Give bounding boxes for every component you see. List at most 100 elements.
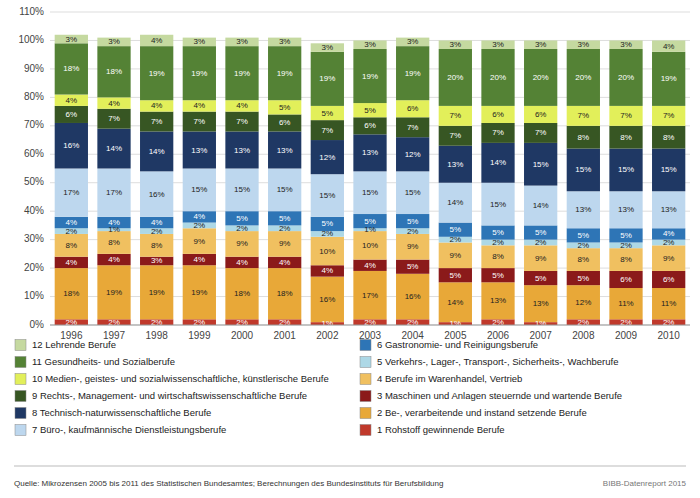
data-label: 3%	[322, 43, 334, 52]
data-label: 9%	[535, 254, 547, 263]
data-label: 19%	[191, 288, 207, 297]
bar-segment	[396, 171, 429, 214]
data-label: 4%	[66, 96, 78, 105]
bar-segment	[481, 183, 514, 226]
data-label: 7%	[151, 117, 163, 126]
bar-segment	[524, 285, 557, 322]
data-label: 8%	[578, 255, 590, 264]
bar-segment	[353, 171, 386, 214]
bar-segment	[524, 106, 557, 123]
legend-label: 4 Berufe im Warenhandel, Vertrieb	[377, 373, 522, 384]
data-label: 9%	[450, 251, 462, 260]
data-label: 16%	[405, 292, 421, 301]
bar-segment	[652, 106, 685, 126]
data-label: 2%	[151, 227, 163, 236]
bar-segment	[439, 40, 472, 49]
bar-segment	[311, 237, 344, 265]
data-label: 13%	[277, 146, 293, 155]
grid-line	[50, 12, 690, 13]
data-label: 15%	[533, 160, 549, 169]
bars	[55, 35, 686, 325]
data-label: 7%	[450, 131, 462, 140]
data-label: 1%	[535, 319, 547, 328]
bar-segment	[652, 126, 685, 149]
data-label: 19%	[277, 69, 293, 78]
bar-segment	[55, 234, 88, 257]
bar-segment	[55, 106, 88, 123]
bar-segment	[396, 234, 429, 260]
data-label: 9%	[663, 254, 675, 263]
x-tick-label: 2001	[274, 330, 297, 341]
data-label: 8%	[578, 133, 590, 142]
data-label: 19%	[106, 288, 122, 297]
bar-segment	[55, 257, 88, 268]
data-label: 13%	[575, 205, 591, 214]
bar-segment	[396, 100, 429, 117]
data-label: 7%	[535, 128, 547, 137]
data-label: 16%	[319, 295, 335, 304]
data-label: 1%	[450, 319, 462, 328]
data-label: 15%	[575, 165, 591, 174]
data-label: 5%	[364, 217, 376, 226]
bar-segment	[652, 191, 685, 228]
data-label: 6%	[66, 110, 78, 119]
legend-label: 3 Maschinen und Anlagen steuernde und wa…	[377, 390, 622, 401]
data-label: 13%	[191, 146, 207, 155]
data-label: 9%	[279, 239, 291, 248]
bar-segment	[524, 271, 557, 285]
bar-segment	[97, 254, 130, 265]
bar-segment	[97, 231, 130, 254]
data-label: 8%	[620, 255, 632, 264]
bar-segment	[439, 106, 472, 126]
data-label: 2%	[535, 238, 547, 247]
bar-segment	[353, 134, 386, 171]
bar-segment	[609, 106, 642, 126]
data-label: 8%	[151, 241, 163, 250]
legend-label: 2 Be-, verarbeitende und instand setzend…	[377, 407, 587, 418]
legend-swatch	[360, 374, 371, 385]
data-label: 3%	[620, 40, 632, 49]
bar-segment	[524, 40, 557, 49]
bar-segment	[183, 112, 216, 132]
data-label: 18%	[63, 289, 79, 298]
bar-segment	[439, 126, 472, 146]
bar-segment	[225, 257, 258, 268]
bar-segment	[481, 49, 514, 106]
publisher-note: BIBB-Datenreport 2015	[603, 479, 687, 488]
bar-segment	[524, 143, 557, 186]
bar-segment	[396, 117, 429, 137]
bar-segment	[97, 169, 130, 217]
data-label: 3%	[492, 40, 504, 49]
bar-segment	[183, 46, 216, 100]
data-label: 5%	[322, 109, 334, 118]
bar-segment	[140, 35, 173, 46]
bar-segment	[55, 95, 88, 106]
data-label: 14%	[106, 144, 122, 153]
bar-segment	[311, 140, 344, 174]
data-label: 4%	[663, 42, 675, 51]
data-label: 9%	[194, 237, 206, 246]
bar-segment	[140, 112, 173, 132]
bar-segment	[311, 174, 344, 217]
bar-segment	[353, 103, 386, 117]
data-label: 19%	[191, 69, 207, 78]
bar-segment	[353, 231, 386, 259]
bar-segment	[481, 245, 514, 268]
bar-segment	[439, 282, 472, 322]
bar-segment	[225, 268, 258, 319]
data-label: 20%	[575, 73, 591, 82]
bar-segment	[481, 40, 514, 49]
data-label: 2%	[450, 235, 462, 244]
legend-label: 9 Rechts-, Management- und wirtschaftswi…	[32, 390, 307, 401]
data-label: 4%	[108, 218, 120, 227]
bar-segment	[353, 271, 386, 319]
bar-segment	[183, 38, 216, 47]
data-label: 15%	[618, 165, 634, 174]
data-label: 1%	[364, 225, 376, 234]
bar-segment	[396, 38, 429, 47]
x-axis-line	[50, 325, 690, 326]
bar-segment	[225, 132, 258, 169]
bar-segment	[55, 268, 88, 319]
legend-label: 6 Gastronomie- und Reinigungsberufe	[377, 339, 538, 350]
data-label: 6%	[492, 110, 504, 119]
